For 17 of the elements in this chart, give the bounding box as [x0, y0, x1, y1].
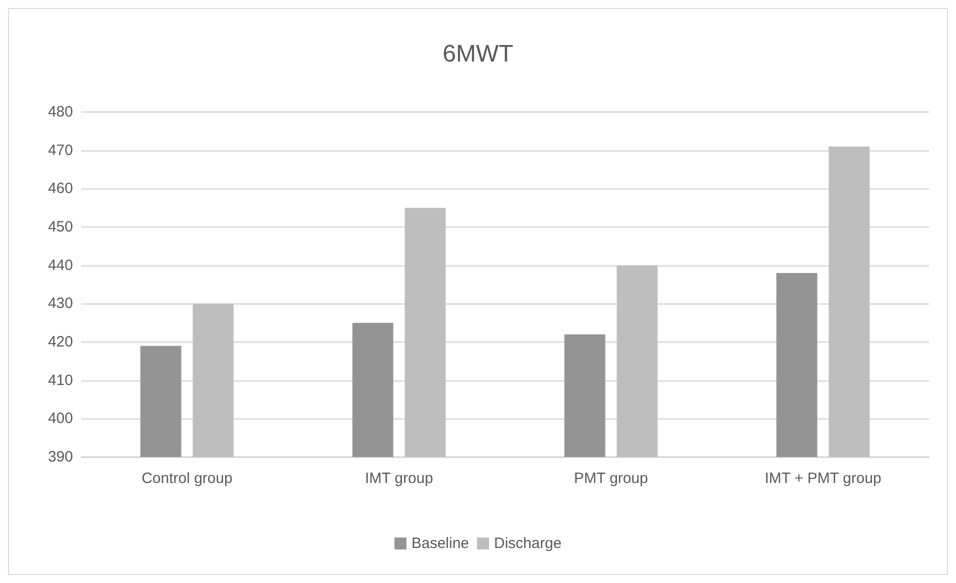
- y-tick-label: 400: [48, 410, 73, 428]
- chart-title: 6MWT: [442, 40, 514, 68]
- y-tick-label: 450: [48, 218, 73, 236]
- y-tick-label: 430: [48, 295, 73, 312]
- y-tick-label: 470: [48, 142, 73, 159]
- y-tick-label: 420: [48, 334, 73, 350]
- x-tick-label: PMT group: [574, 470, 648, 487]
- legend-label: Baseline: [411, 535, 470, 552]
- y-tick-label: 480: [48, 104, 73, 120]
- x-tick-label: IMT group: [364, 470, 434, 487]
- legend-label: Discharge: [494, 535, 562, 552]
- y-tick-label: 460: [48, 180, 73, 198]
- y-tick-label: 410: [48, 372, 73, 389]
- y-tick-label: 390: [48, 448, 73, 466]
- x-tick-label: IMT + PMT group: [764, 470, 882, 487]
- x-tick-label: Control group: [142, 470, 232, 487]
- y-tick-label: 440: [48, 256, 73, 274]
